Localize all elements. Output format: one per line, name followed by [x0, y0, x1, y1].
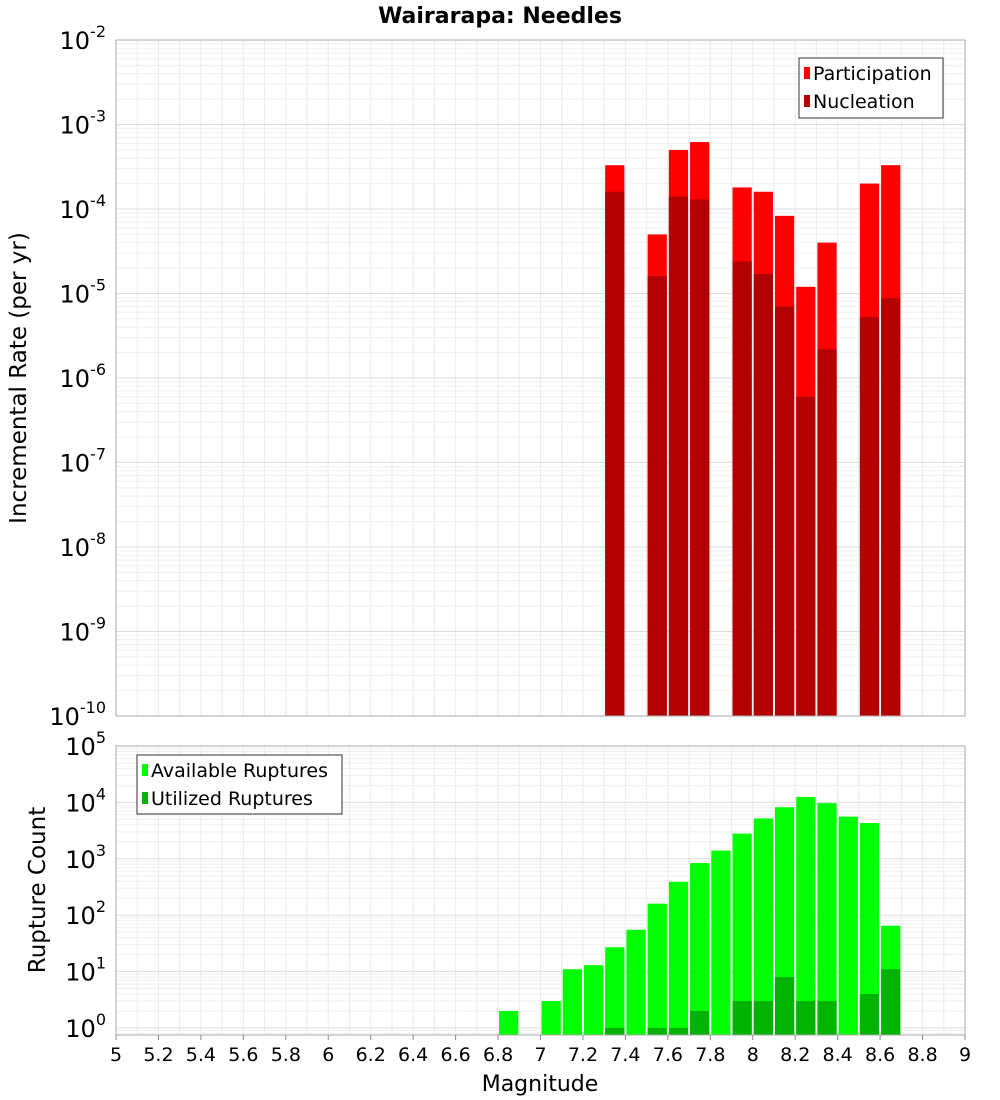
count-bar-available-ruptures: [647, 903, 667, 1035]
rate-bars: [605, 142, 901, 717]
x-tick-label: 8.6: [865, 1044, 895, 1066]
count-bar-utilized-ruptures: [732, 1001, 752, 1035]
rate-grid: [115, 40, 966, 717]
x-tick-label: 5: [110, 1044, 122, 1066]
count-bar-available-ruptures: [541, 1001, 561, 1035]
rate-legend-label: Participation: [813, 63, 932, 85]
count-legend-label: Utilized Ruptures: [151, 788, 313, 810]
chart-title: Wairarapa: Needles: [378, 4, 622, 29]
count-bar-available-ruptures: [583, 965, 604, 1035]
rate-bar-nucleation: [753, 274, 773, 716]
x-tick-label: 9: [959, 1044, 971, 1066]
count-legend-label: Available Ruptures: [151, 760, 328, 782]
count-bar-utilized-ruptures: [668, 1027, 689, 1035]
rate-bar-nucleation: [690, 199, 710, 717]
count-y-tick-label: 103: [65, 841, 106, 874]
rate-y-tick-label: 10-8: [60, 529, 107, 562]
x-axis-label: Magnitude: [482, 1072, 599, 1097]
rate-bar-nucleation: [817, 349, 837, 716]
rate-bar-nucleation: [796, 396, 816, 716]
rate-legend-label: Nucleation: [813, 91, 915, 113]
x-tick-label: 6.8: [483, 1044, 513, 1066]
count-y-ticks: 100 101 102 103 104 105: [65, 728, 106, 1043]
count-y-tick-label: 101: [65, 954, 106, 987]
rate-legend: Participation Nucleation: [798, 57, 944, 119]
count-bar-available-ruptures: [732, 833, 752, 1035]
count-legend-swatch: [142, 792, 148, 804]
x-tick-label: 7: [534, 1044, 546, 1066]
x-tick-label: 7.6: [653, 1044, 683, 1066]
count-bar-available-ruptures: [690, 863, 710, 1035]
rate-bar-nucleation: [881, 298, 901, 716]
x-tick-label: 5.6: [228, 1044, 258, 1066]
x-axis: 5 5.2 5.4 5.6 5.8 6 6.2 6.4 6.6 6.8 7 7.2 7.4 7.6 7.8 8…: [110, 1035, 971, 1066]
count-y-tick-label: 104: [65, 784, 106, 817]
count-bar-available-ruptures: [859, 823, 880, 1035]
count-bar-utilized-ruptures: [774, 977, 795, 1035]
x-tick-label: 7.4: [610, 1044, 640, 1066]
count-legend-swatch: [142, 764, 148, 776]
rate-panel: 10-10 10-9 10-8 10-7 10-6 10-5 10-4 10-3 10-2 Inc…: [6, 22, 966, 731]
rate-y-tick-label: 10-4: [60, 191, 107, 224]
count-bar-available-ruptures: [626, 929, 646, 1035]
rate-y-tick-label: 10-10: [49, 698, 106, 731]
count-bar-available-ruptures: [753, 818, 773, 1035]
count-bar-utilized-ruptures: [690, 1010, 710, 1035]
rate-y-tick-label: 10-9: [60, 614, 107, 647]
rate-plot-frame: [115, 39, 966, 717]
rate-y-tick-label: 10-6: [60, 360, 107, 393]
count-bar-available-ruptures: [796, 796, 816, 1035]
count-bar-available-ruptures: [817, 803, 837, 1035]
rupture-count-panel: 100 101 102 103 104 105 Rupture Count Available…: [25, 728, 966, 1043]
x-tick-label: 8.8: [907, 1044, 937, 1066]
x-tick-label: 6.6: [440, 1044, 470, 1066]
count-bar-utilized-ruptures: [605, 1027, 625, 1035]
x-tick-label: 6.2: [356, 1044, 386, 1066]
x-tick-label: 6.4: [398, 1044, 428, 1066]
rate-bar-nucleation: [605, 191, 625, 717]
count-bar-available-ruptures: [711, 850, 731, 1035]
rate-bar-nucleation: [647, 276, 667, 716]
rate-y-axis-label: Incremental Rate (per yr): [6, 232, 32, 524]
count-bar-available-ruptures: [668, 881, 689, 1035]
count-y-tick-label: 102: [65, 897, 106, 930]
x-tick-label: 5.8: [271, 1044, 301, 1066]
x-tick-label: 8.2: [780, 1044, 810, 1066]
x-tick-label: 8: [747, 1044, 759, 1066]
count-bar-utilized-ruptures: [859, 994, 880, 1035]
count-bar-utilized-ruptures: [817, 1001, 837, 1035]
x-tick-label: 7.2: [568, 1044, 598, 1066]
x-tick-label: 7.8: [695, 1044, 725, 1066]
rate-y-tick-label: 10-2: [60, 22, 107, 55]
rate-legend-swatch: [804, 95, 810, 107]
count-bar-available-ruptures: [605, 947, 625, 1035]
count-bars: [499, 796, 901, 1035]
x-tick-label: 6: [322, 1044, 334, 1066]
count-legend: Available Ruptures Utilized Ruptures: [136, 754, 343, 815]
x-tick-label: 5.4: [186, 1044, 216, 1066]
count-bar-available-ruptures: [838, 816, 858, 1035]
rate-y-tick-label: 10-7: [60, 445, 107, 478]
count-bar-available-ruptures: [562, 969, 582, 1035]
rate-bar-nucleation: [859, 316, 880, 716]
rate-legend-swatch: [804, 67, 810, 79]
x-tick-label: 5.2: [143, 1044, 173, 1066]
rate-y-tick-label: 10-5: [60, 276, 107, 309]
count-y-axis-label: Rupture Count: [25, 807, 51, 973]
x-tick-label: 8.4: [823, 1044, 853, 1066]
rate-bar-nucleation: [732, 261, 752, 716]
rate-y-tick-label: 10-3: [60, 107, 107, 140]
rate-y-ticks: 10-10 10-9 10-8 10-7 10-6 10-5 10-4 10-3 10-2: [49, 22, 106, 731]
count-bar-utilized-ruptures: [647, 1027, 667, 1035]
count-bar-utilized-ruptures: [796, 1001, 816, 1035]
count-bar-utilized-ruptures: [753, 1001, 773, 1035]
rate-bar-nucleation: [668, 196, 689, 717]
count-bar-available-ruptures: [499, 1010, 519, 1035]
rate-bar-nucleation: [774, 306, 795, 716]
count-bar-utilized-ruptures: [881, 969, 901, 1035]
count-y-tick-label: 105: [65, 728, 106, 761]
count-y-tick-label: 100: [65, 1010, 106, 1043]
